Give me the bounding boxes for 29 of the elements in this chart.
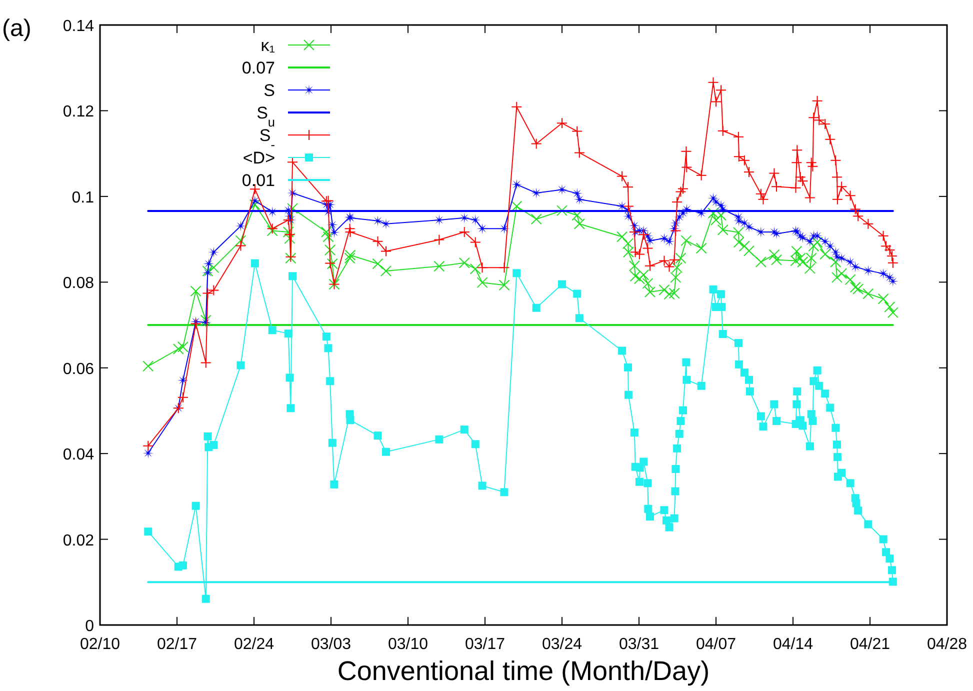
y-tick-label: 0.02 xyxy=(62,532,94,550)
legend-label: <D> xyxy=(242,148,276,168)
legend-label: κ₁ xyxy=(260,36,276,55)
x-tick-label: 04/07 xyxy=(696,636,736,653)
x-tick-label: 02/10 xyxy=(80,636,120,653)
y-tick-label: 0.04 xyxy=(62,446,94,464)
legend-label: 0.01 xyxy=(242,171,275,190)
legend-label: S$_{-}$ xyxy=(259,126,275,152)
y-tick-label: 0.06 xyxy=(62,360,94,378)
y-tick-label: 0.1 xyxy=(72,189,94,206)
x-axis-title: Conventional time (Month/Day) xyxy=(337,656,710,686)
x-tick-label: 04/14 xyxy=(772,636,814,653)
x-tick-label: 03/31 xyxy=(618,636,660,653)
x-tick-label: 04/28 xyxy=(926,636,968,653)
chart-title: (a) xyxy=(2,15,32,42)
legend-label: S xyxy=(264,81,275,100)
x-tick-label: 03/17 xyxy=(464,636,506,653)
legend-label: 0.07 xyxy=(242,58,275,78)
y-tick-label: 0 xyxy=(85,618,94,635)
x-tick-label: 03/10 xyxy=(388,636,428,653)
legend-label: S$_{u}$ xyxy=(256,104,275,129)
y-tick-label: 0.14 xyxy=(62,18,94,35)
x-tick-label: 02/17 xyxy=(156,636,198,653)
x-tick-label: 04/21 xyxy=(850,636,890,653)
y-tick-label: 0.12 xyxy=(62,104,94,121)
x-tick-label: 03/03 xyxy=(310,636,352,653)
x-tick-label: 03/24 xyxy=(542,636,582,653)
x-tick-label: 02/24 xyxy=(234,636,274,653)
y-tick-label: 0.08 xyxy=(62,275,94,292)
